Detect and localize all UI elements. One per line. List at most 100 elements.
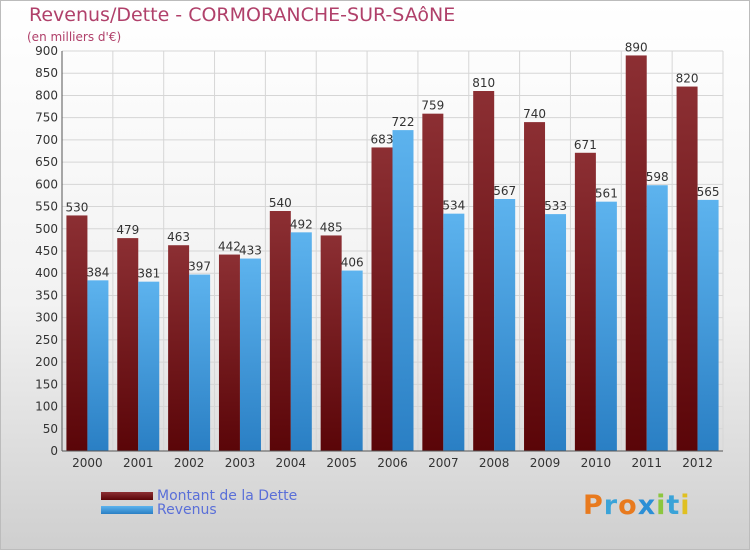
bar-dette	[524, 122, 546, 451]
bar-dette	[66, 215, 88, 451]
data-label: 567	[493, 184, 516, 198]
bar-dette	[473, 91, 495, 451]
data-label: 397	[188, 260, 211, 274]
logo-letter: r	[603, 490, 619, 521]
y-tick-label: 100	[35, 400, 58, 414]
data-label: 381	[137, 267, 160, 281]
bar-revenus	[392, 130, 414, 451]
y-tick-label: 400	[35, 266, 58, 280]
data-label: 492	[290, 217, 313, 231]
data-label: 534	[442, 199, 465, 213]
x-tick-label: 2004	[276, 456, 307, 470]
x-tick-label: 2008	[479, 456, 510, 470]
y-tick-label: 50	[43, 422, 58, 436]
data-label: 722	[392, 115, 415, 129]
x-tick-label: 2000	[72, 456, 103, 470]
data-label: 485	[320, 220, 343, 234]
logo-letter: i	[680, 490, 691, 521]
data-label: 433	[239, 244, 262, 258]
y-tick-label: 450	[35, 244, 58, 258]
y-axis: 0 50 100 150 200 250 300 350 400 450 500 550 600 650 7…	[35, 44, 63, 458]
bar-dette	[218, 254, 240, 451]
bar-revenus	[189, 274, 211, 451]
bar-revenus	[341, 270, 363, 451]
data-label: 598	[646, 170, 669, 184]
data-label: 561	[595, 187, 618, 201]
bar-revenus	[697, 199, 719, 451]
y-tick-label: 250	[35, 333, 58, 347]
bar-revenus	[646, 185, 668, 451]
x-tick-label: 2007	[428, 456, 459, 470]
y-tick-label: 300	[35, 311, 58, 325]
bar-revenus	[545, 214, 567, 451]
legend-swatch-revenus	[101, 506, 153, 514]
bar-revenus	[290, 232, 312, 451]
y-tick-label: 150	[35, 377, 58, 391]
bar-revenus	[239, 258, 261, 451]
y-tick-label: 200	[35, 355, 58, 369]
legend-swatch-dette	[101, 492, 153, 500]
bar-dette	[168, 245, 190, 451]
logo-letter: i	[656, 490, 667, 521]
x-tick-label: 2010	[581, 456, 612, 470]
data-label: 406	[341, 256, 364, 270]
bar-dette	[269, 211, 291, 451]
data-label: 533	[544, 199, 567, 213]
y-tick-label: 900	[35, 44, 58, 58]
y-tick-label: 550	[35, 200, 58, 214]
bar-dette	[625, 55, 647, 451]
y-tick-label: 0	[50, 444, 58, 458]
bar-revenus	[595, 201, 617, 451]
data-label: 530	[65, 200, 88, 214]
x-tick-label: 2003	[225, 456, 256, 470]
data-label: 683	[371, 132, 394, 146]
logo-letter: o	[618, 490, 638, 521]
data-label: 759	[421, 99, 444, 113]
bar-dette	[371, 147, 393, 451]
data-label: 479	[116, 223, 139, 237]
x-tick-label: 2001	[123, 456, 154, 470]
bar-dette	[422, 113, 444, 452]
data-label: 740	[523, 107, 546, 121]
logo-letter: P	[583, 490, 604, 521]
y-tick-label: 500	[35, 222, 58, 236]
data-label: 463	[167, 230, 190, 244]
bar-dette	[117, 238, 139, 451]
chart-title: Revenus/Dette - CORMORANCHE-SUR-SAôNE	[29, 4, 456, 26]
y-tick-label: 600	[35, 177, 58, 191]
bar-dette	[676, 86, 698, 452]
data-label: 671	[574, 138, 597, 152]
legend-item-revenus: Revenus	[101, 502, 217, 518]
logo-letter: x	[637, 490, 657, 521]
bars	[66, 55, 719, 452]
legend-label-dette: Montant de la Dette	[157, 488, 298, 504]
bar-revenus	[87, 280, 109, 451]
y-tick-label: 350	[35, 288, 58, 302]
proxiti-logo: Proxiti	[583, 490, 691, 521]
data-label: 810	[472, 76, 495, 90]
y-tick-label: 850	[35, 66, 58, 80]
y-tick-label: 750	[35, 111, 58, 125]
bar-revenus	[494, 199, 516, 451]
bar-revenus	[443, 213, 465, 451]
x-tick-label: 2011	[631, 456, 662, 470]
data-label: 820	[676, 72, 699, 86]
bar-dette	[574, 152, 596, 451]
x-tick-label: 2002	[174, 456, 205, 470]
data-label: 384	[86, 265, 109, 279]
bar-dette	[320, 235, 342, 451]
x-tick-label: 2009	[530, 456, 561, 470]
data-label: 890	[625, 40, 648, 54]
legend-item-dette: Montant de la Dette	[101, 488, 297, 504]
x-tick-label: 2006	[377, 456, 408, 470]
y-tick-label: 700	[35, 133, 58, 147]
y-tick-label: 800	[35, 88, 58, 102]
data-label: 540	[269, 196, 292, 210]
y-tick-label: 650	[35, 155, 58, 169]
x-tick-label: 2005	[326, 456, 357, 470]
data-label: 565	[697, 185, 720, 199]
data-label: 442	[218, 240, 241, 254]
